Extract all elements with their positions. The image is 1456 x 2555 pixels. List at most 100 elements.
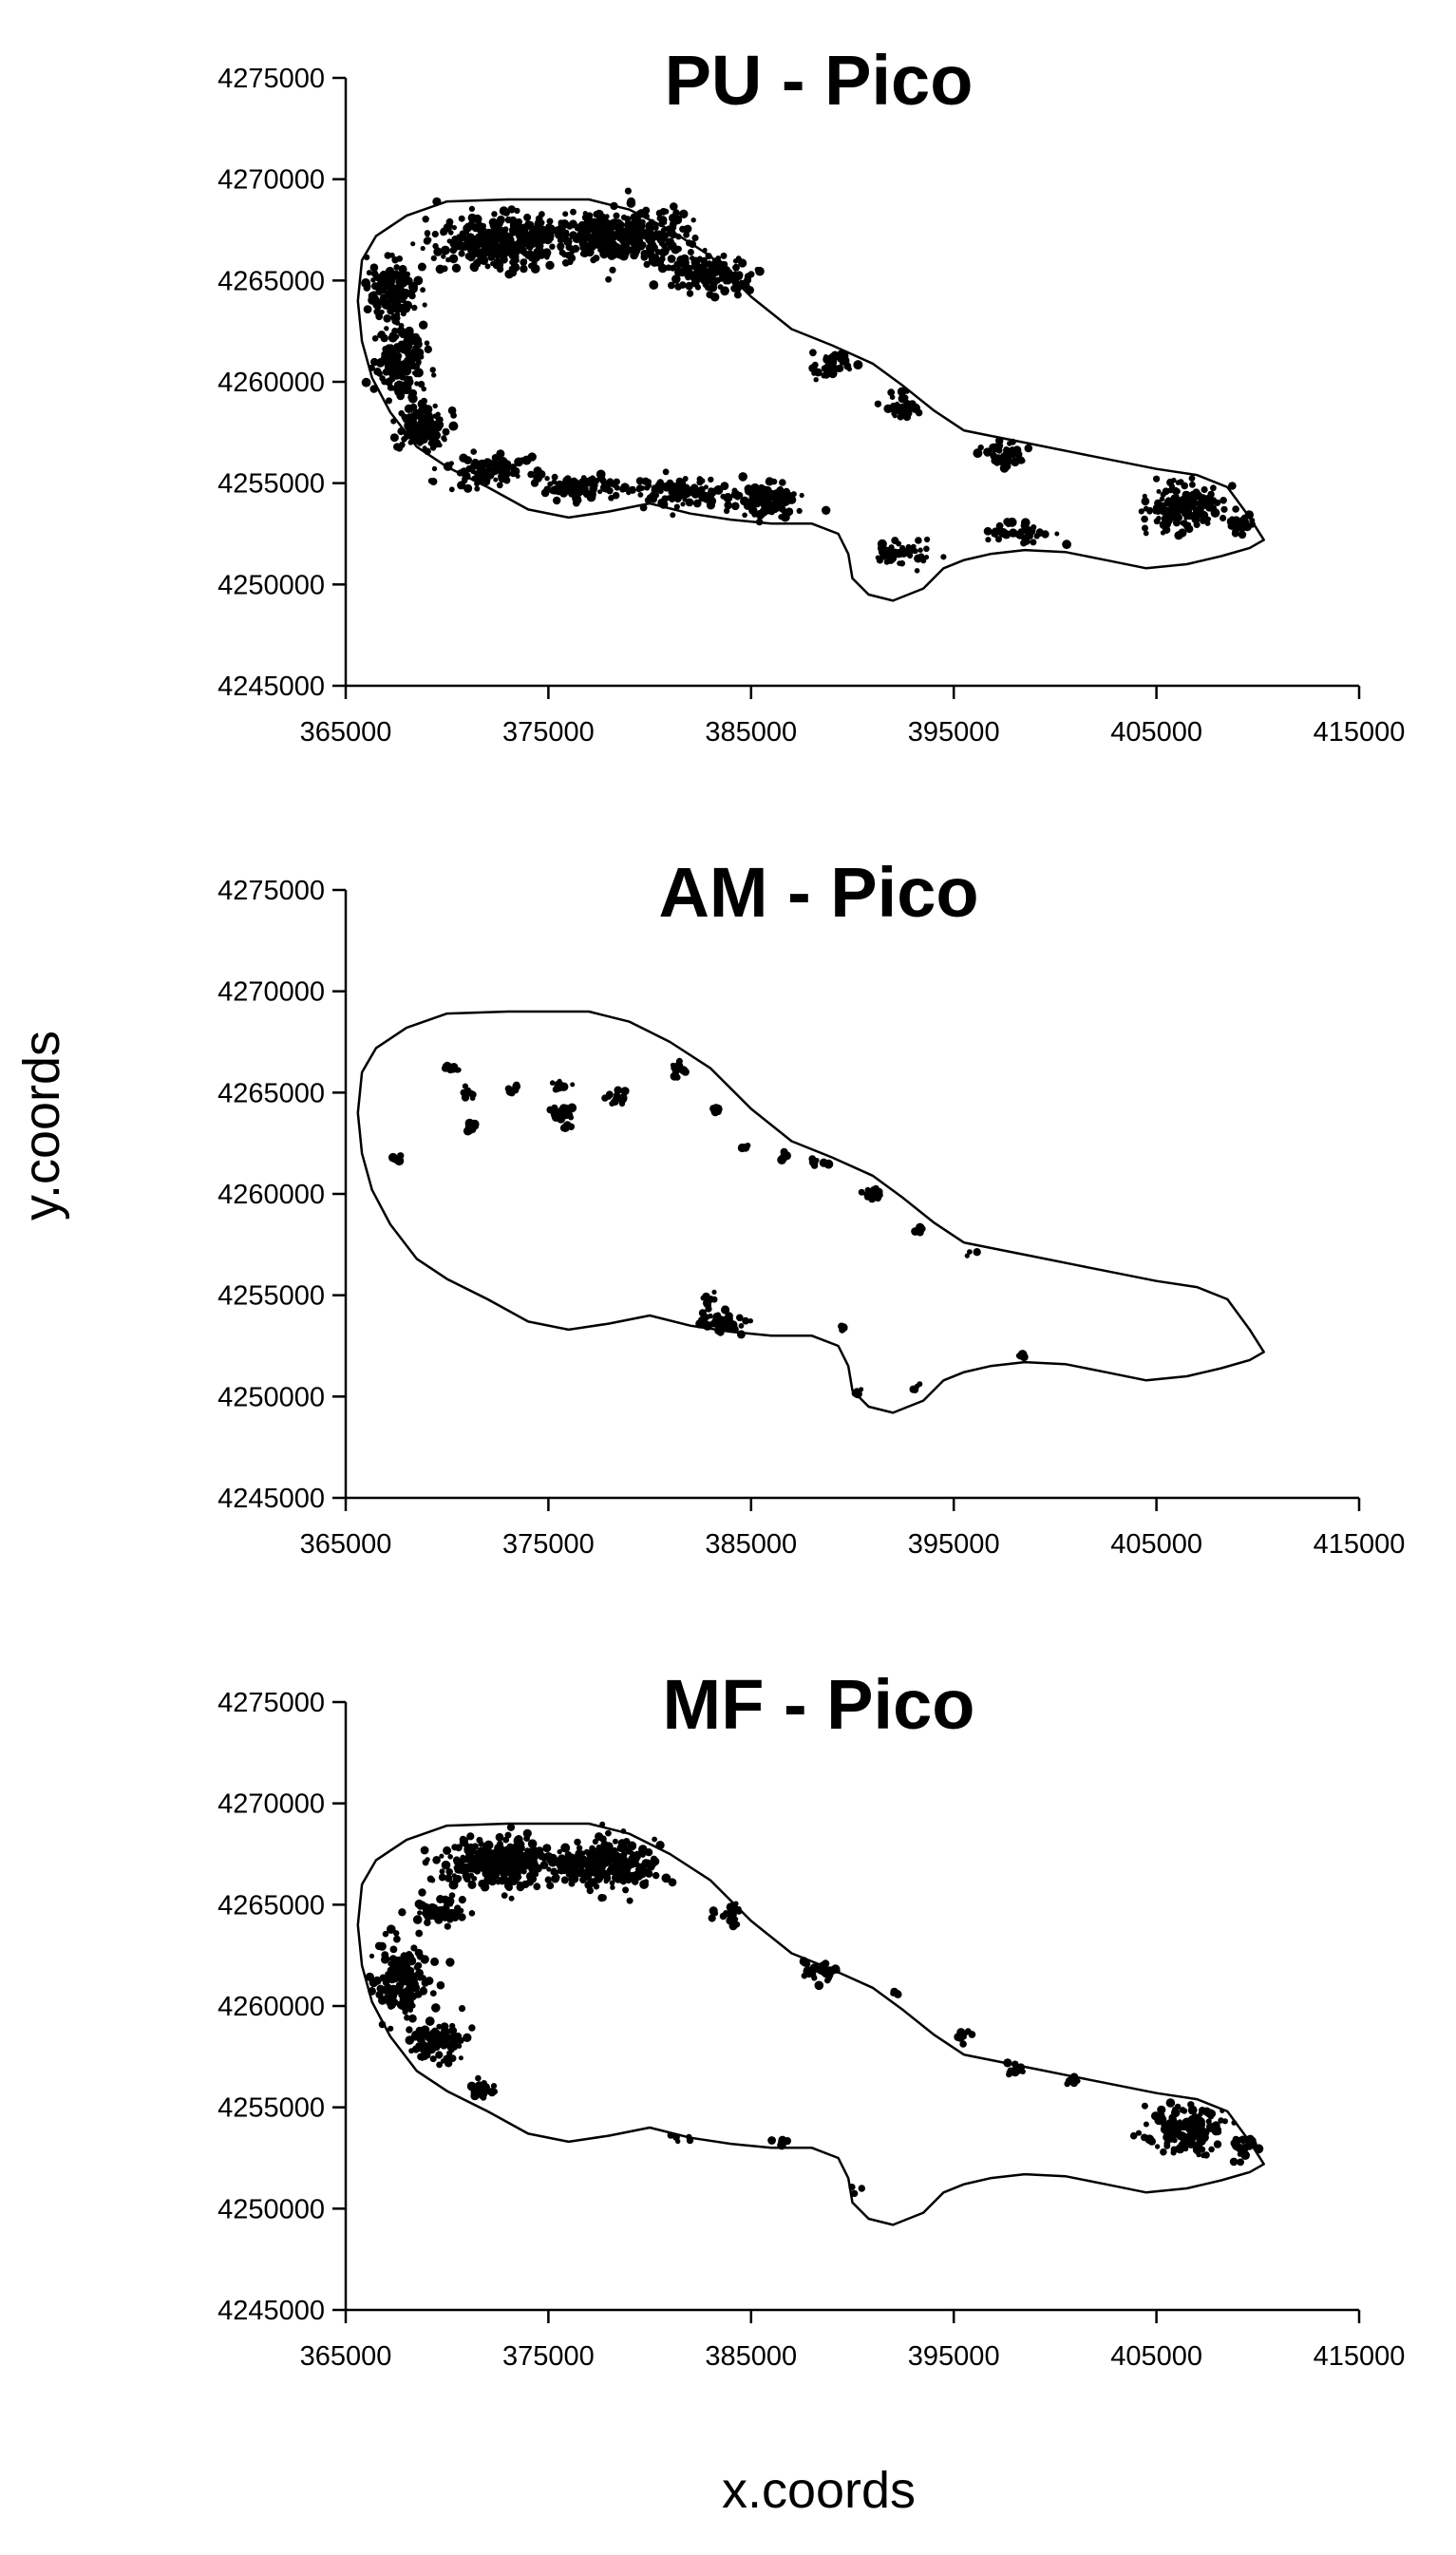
data-point [669, 264, 676, 272]
data-point [726, 1918, 732, 1924]
data-point [624, 187, 633, 195]
data-point [683, 231, 690, 238]
y-tick-label: 4260000 [217, 368, 325, 398]
data-point [1006, 521, 1012, 528]
data-point [801, 1972, 808, 1979]
data-point [722, 263, 728, 270]
data-point [429, 367, 436, 373]
data-point [396, 1967, 405, 1976]
data-point [721, 286, 729, 294]
x-tick-label: 375000 [502, 2341, 595, 2372]
data-point [387, 1966, 394, 1974]
data-point [553, 496, 561, 505]
y-tick-label: 4245000 [217, 1484, 325, 1514]
data-point [458, 2005, 466, 2013]
data-point [1154, 2144, 1161, 2149]
y-tick-label: 4265000 [217, 266, 325, 296]
data-point [529, 1875, 538, 1883]
data-point [418, 2053, 426, 2061]
data-point [546, 1866, 552, 1872]
data-point [438, 1873, 446, 1882]
data-point [535, 241, 542, 250]
data-point [610, 1884, 615, 1890]
point-cluster [983, 517, 1071, 550]
data-point [400, 332, 406, 339]
data-point [388, 1975, 397, 1984]
data-point [370, 277, 376, 283]
point-cluster [667, 2131, 694, 2145]
data-point [599, 1835, 607, 1843]
data-point [469, 1095, 476, 1101]
data-point [601, 246, 610, 255]
data-point [435, 264, 445, 274]
data-point [480, 467, 489, 478]
data-point [811, 361, 819, 369]
data-point [370, 357, 379, 367]
data-point [682, 476, 689, 482]
data-point [770, 478, 778, 485]
chart-title: MF - Pico [663, 1665, 975, 1744]
data-point [1151, 2111, 1161, 2121]
data-point [517, 246, 523, 253]
data-point [1199, 2121, 1206, 2128]
data-point [394, 320, 401, 326]
point-cluster [808, 1155, 834, 1169]
data-point [560, 1876, 569, 1884]
data-point [550, 1869, 557, 1876]
data-point [638, 1870, 647, 1879]
point-cluster [546, 1103, 577, 1133]
point-cluster [964, 1248, 981, 1259]
data-point [650, 1855, 658, 1863]
data-point [1171, 477, 1177, 483]
data-point [471, 1843, 479, 1850]
y-tick-label: 4255000 [217, 469, 325, 500]
data-point [757, 490, 767, 500]
point-cluster [954, 2028, 976, 2048]
data-point [669, 213, 678, 223]
data-point [476, 476, 482, 482]
data-point [448, 1892, 456, 1899]
data-point [1181, 520, 1188, 527]
data-point [622, 237, 628, 243]
data-point [668, 482, 677, 491]
data-point [1201, 498, 1209, 506]
data-point [420, 435, 428, 445]
data-point [914, 568, 920, 574]
data-point [894, 1990, 902, 1998]
data-point [443, 1845, 452, 1855]
point-cluster [890, 1987, 902, 1998]
data-point [887, 554, 898, 563]
data-point [642, 206, 651, 215]
data-point [1204, 520, 1211, 526]
data-point [991, 443, 1000, 453]
data-point [411, 1980, 419, 1988]
data-point [376, 1984, 385, 1993]
data-point [555, 1109, 561, 1117]
data-point [823, 366, 832, 375]
data-point [378, 2020, 387, 2029]
data-point [363, 254, 370, 261]
data-point [1196, 2151, 1201, 2158]
data-point [767, 2136, 776, 2145]
data-point [714, 1107, 720, 1113]
data-point [414, 1990, 423, 1998]
data-point [414, 1948, 424, 1958]
x-tick-label: 385000 [705, 2341, 797, 2372]
data-point [628, 233, 634, 239]
data-point [520, 264, 528, 274]
data-point [853, 1388, 860, 1395]
data-point [1017, 1350, 1028, 1360]
data-point [726, 1902, 736, 1912]
data-point [398, 409, 406, 417]
data-point [564, 229, 570, 235]
data-point [478, 459, 486, 468]
data-point [1254, 2144, 1264, 2154]
data-point [508, 226, 517, 235]
data-point [687, 249, 694, 256]
data-point [703, 281, 709, 287]
data-point [694, 267, 702, 274]
data-point [407, 418, 417, 427]
data-point [993, 459, 1001, 466]
data-point [651, 243, 658, 252]
data-point [441, 1895, 450, 1904]
